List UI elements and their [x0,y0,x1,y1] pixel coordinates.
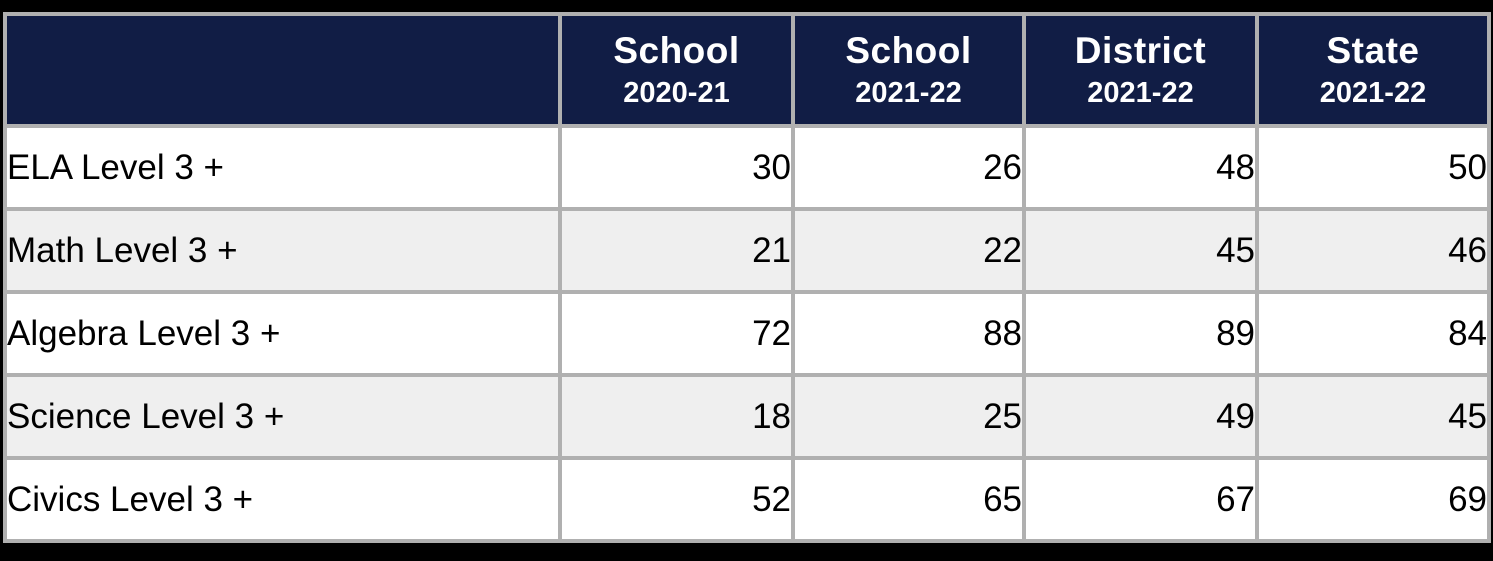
value-cell: 21 [558,207,795,294]
column-header-school-2020-21: School 2020-21 [558,12,795,128]
column-header-district-2021-22: District 2021-22 [1022,12,1259,128]
value-cell: 25 [791,373,1026,460]
header-empty-cell [3,12,562,128]
row-label: Science Level 3 + [3,373,562,460]
column-year: 2021-22 [1319,76,1427,109]
table-row-math: Math Level 3 + 21 22 45 46 [3,207,1491,294]
column-title: School [613,30,740,72]
value-cell: 72 [558,290,795,377]
value-cell: 18 [558,373,795,460]
value-cell: 45 [1255,373,1491,460]
value-cell: 50 [1255,124,1491,211]
row-label: ELA Level 3 + [3,124,562,211]
value-cell: 22 [791,207,1026,294]
table-row-ela: ELA Level 3 + 30 26 48 50 [3,124,1491,211]
table-row-civics: Civics Level 3 + 52 65 67 69 [3,456,1491,543]
value-cell: 48 [1022,124,1259,211]
value-cell: 45 [1022,207,1259,294]
value-cell: 89 [1022,290,1259,377]
value-cell: 67 [1022,456,1259,543]
value-cell: 52 [558,456,795,543]
value-cell: 84 [1255,290,1491,377]
assessment-results-table: School 2020-21 School 2021-22 District 2… [3,12,1491,543]
table-row-science: Science Level 3 + 18 25 49 45 [3,373,1491,460]
value-cell: 26 [791,124,1026,211]
value-cell: 69 [1255,456,1491,543]
header-row: School 2020-21 School 2021-22 District 2… [3,12,1491,128]
column-header-state-2021-22: State 2021-22 [1255,12,1491,128]
table-row-algebra: Algebra Level 3 + 72 88 89 84 [3,290,1491,377]
column-year: 2021-22 [855,76,962,109]
row-label: Civics Level 3 + [3,456,562,543]
value-cell: 65 [791,456,1026,543]
value-cell: 88 [791,290,1026,377]
column-header-school-2021-22: School 2021-22 [791,12,1026,128]
table-frame: School 2020-21 School 2021-22 District 2… [3,12,1491,543]
row-label: Math Level 3 + [3,207,562,294]
column-title: School [845,30,972,72]
value-cell: 49 [1022,373,1259,460]
value-cell: 46 [1255,207,1491,294]
column-title: District [1074,30,1207,72]
value-cell: 30 [558,124,795,211]
row-label: Algebra Level 3 + [3,290,562,377]
column-year: 2020-21 [623,76,730,109]
column-title: State [1326,30,1420,72]
column-year: 2021-22 [1087,76,1194,109]
